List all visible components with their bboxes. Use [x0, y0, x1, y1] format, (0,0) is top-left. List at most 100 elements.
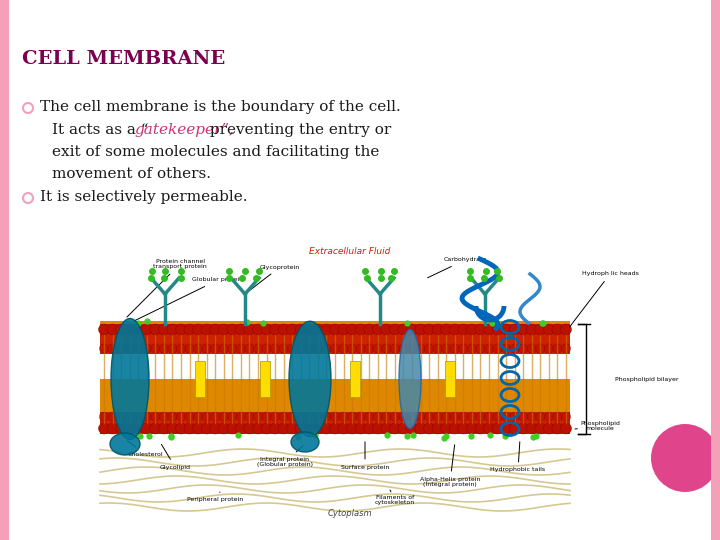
Circle shape	[484, 423, 495, 434]
Bar	[0, 0, 9, 540]
Bar	[100, 412, 570, 434]
Circle shape	[355, 423, 366, 434]
Circle shape	[296, 344, 305, 353]
Circle shape	[184, 423, 195, 434]
Circle shape	[459, 412, 468, 421]
Circle shape	[168, 412, 177, 421]
Text: Protein channel
transport protein: Protein channel transport protein	[127, 259, 207, 317]
Circle shape	[416, 344, 426, 353]
Circle shape	[544, 324, 554, 335]
Circle shape	[449, 324, 460, 335]
Circle shape	[416, 412, 426, 421]
Text: Peripheral protein: Peripheral protein	[187, 492, 243, 503]
Circle shape	[423, 324, 435, 335]
Circle shape	[348, 412, 357, 421]
Text: Globular protein: Globular protein	[135, 278, 243, 321]
Circle shape	[202, 412, 212, 421]
Bar	[711, 0, 720, 540]
Circle shape	[227, 423, 238, 434]
Circle shape	[338, 324, 349, 335]
Text: Carbohydrate: Carbohydrate	[428, 258, 487, 278]
Ellipse shape	[399, 329, 421, 429]
Text: Surface protein: Surface protein	[341, 442, 390, 469]
Circle shape	[210, 412, 220, 421]
Circle shape	[296, 412, 305, 421]
Circle shape	[475, 423, 486, 434]
Circle shape	[390, 344, 400, 353]
Circle shape	[116, 324, 127, 335]
Circle shape	[372, 423, 383, 434]
Text: Filaments of
cytoskeleton: Filaments of cytoskeleton	[375, 490, 415, 505]
Circle shape	[381, 324, 392, 335]
Circle shape	[271, 344, 280, 353]
Circle shape	[99, 344, 109, 353]
Circle shape	[142, 412, 151, 421]
Circle shape	[364, 412, 374, 421]
Circle shape	[356, 344, 365, 353]
Circle shape	[441, 412, 451, 421]
Circle shape	[107, 324, 118, 335]
Circle shape	[432, 324, 444, 335]
Circle shape	[261, 324, 272, 335]
Text: The cell membrane is the boundary of the cell.: The cell membrane is the boundary of the…	[40, 100, 401, 114]
Circle shape	[408, 344, 417, 353]
Circle shape	[373, 344, 382, 353]
Circle shape	[441, 324, 451, 335]
Circle shape	[313, 412, 323, 421]
Circle shape	[432, 423, 444, 434]
Circle shape	[244, 423, 255, 434]
Circle shape	[415, 423, 426, 434]
Circle shape	[330, 344, 340, 353]
Circle shape	[210, 423, 221, 434]
Circle shape	[475, 324, 486, 335]
Circle shape	[117, 344, 126, 353]
Circle shape	[141, 324, 152, 335]
Circle shape	[304, 324, 315, 335]
Circle shape	[356, 412, 365, 421]
Circle shape	[449, 423, 460, 434]
Circle shape	[484, 324, 495, 335]
Circle shape	[364, 324, 374, 335]
Circle shape	[458, 324, 469, 335]
Circle shape	[552, 324, 563, 335]
Text: Alpha-Helix protein
(Integral protein): Alpha-Helix protein (Integral protein)	[420, 445, 480, 488]
Circle shape	[23, 193, 33, 203]
Circle shape	[485, 344, 494, 353]
Circle shape	[313, 344, 323, 353]
Circle shape	[346, 324, 358, 335]
Circle shape	[339, 412, 348, 421]
Circle shape	[287, 344, 297, 353]
Circle shape	[321, 324, 332, 335]
Bar	[350, 361, 360, 397]
Circle shape	[562, 344, 571, 353]
Text: Phospholipid
molecule: Phospholipid molecule	[575, 421, 620, 431]
Circle shape	[125, 412, 135, 421]
Circle shape	[235, 423, 246, 434]
Circle shape	[117, 412, 126, 421]
Ellipse shape	[110, 433, 140, 455]
Circle shape	[176, 423, 186, 434]
Circle shape	[338, 423, 349, 434]
Text: CELL MEMBRANE: CELL MEMBRANE	[22, 50, 225, 68]
Circle shape	[176, 324, 186, 335]
Circle shape	[390, 423, 400, 434]
Circle shape	[339, 344, 348, 353]
Circle shape	[278, 324, 289, 335]
Circle shape	[142, 344, 151, 353]
Circle shape	[305, 412, 314, 421]
Circle shape	[150, 344, 160, 353]
Circle shape	[269, 324, 281, 335]
Circle shape	[330, 423, 341, 434]
Circle shape	[526, 324, 537, 335]
Circle shape	[510, 344, 519, 353]
Circle shape	[492, 423, 503, 434]
Bar	[445, 361, 455, 397]
Circle shape	[278, 423, 289, 434]
Circle shape	[381, 423, 392, 434]
Circle shape	[201, 324, 212, 335]
Circle shape	[321, 423, 332, 434]
Circle shape	[176, 344, 186, 353]
Circle shape	[476, 412, 485, 421]
Circle shape	[364, 344, 374, 353]
Circle shape	[107, 423, 118, 434]
